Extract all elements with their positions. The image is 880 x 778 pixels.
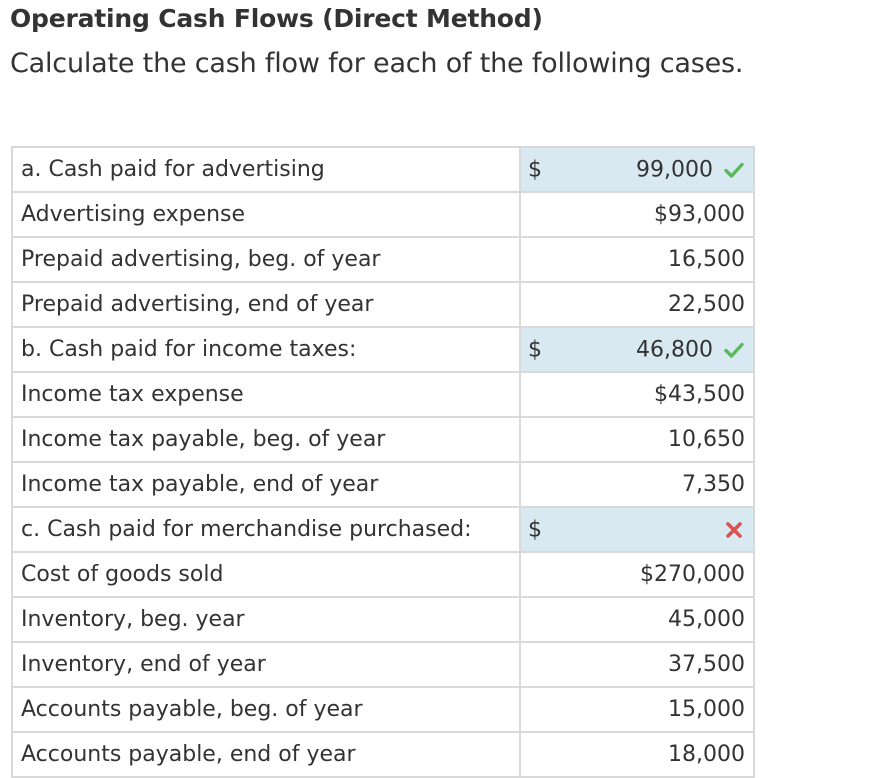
- answer-value[interactable]: 46,800: [636, 337, 713, 362]
- row-label: Advertising expense: [11, 191, 521, 238]
- answer-row: a. Cash paid for advertising $99,000: [11, 146, 755, 193]
- table-row: Accounts payable, end of year 18,000: [11, 731, 755, 778]
- page-title: Operating Cash Flows (Direct Method): [10, 4, 543, 33]
- row-label: Income tax payable, end of year: [11, 461, 521, 508]
- row-value: 10,650: [519, 416, 755, 463]
- row-value: 7,350: [519, 461, 755, 508]
- row-value: 18,000: [519, 731, 755, 778]
- answer-row: c. Cash paid for merchandise purchased: $: [11, 506, 755, 553]
- row-value: 45,000: [519, 596, 755, 643]
- row-label: a. Cash paid for advertising: [11, 146, 521, 193]
- table-row: Cost of goods sold $270,000: [11, 551, 755, 598]
- row-value: 16,500: [519, 236, 755, 283]
- currency-symbol: $: [528, 517, 542, 542]
- row-label: c. Cash paid for merchandise purchased:: [11, 506, 521, 553]
- cross-icon: [726, 521, 742, 538]
- row-value: $270,000: [519, 551, 755, 598]
- currency-symbol: $: [528, 157, 542, 182]
- page-subtitle: Calculate the cash flow for each of the …: [10, 48, 744, 79]
- row-label: Inventory, beg. year: [11, 596, 521, 643]
- answer-input[interactable]: $: [519, 506, 755, 553]
- answer-input[interactable]: $99,000: [519, 146, 755, 193]
- row-label: Prepaid advertising, beg. of year: [11, 236, 521, 283]
- table-row: Income tax expense $43,500: [11, 371, 755, 418]
- row-label: Accounts payable, end of year: [11, 731, 521, 778]
- table-row: Advertising expense $93,000: [11, 191, 755, 238]
- table-row: Inventory, end of year 37,500: [11, 641, 755, 688]
- row-label: Accounts payable, beg. of year: [11, 686, 521, 733]
- answer-value[interactable]: 99,000: [636, 157, 713, 182]
- row-label: Inventory, end of year: [11, 641, 521, 688]
- row-label: Cost of goods sold: [11, 551, 521, 598]
- row-value: $93,000: [519, 191, 755, 238]
- check-icon: [724, 162, 744, 178]
- answer-input[interactable]: $46,800: [519, 326, 755, 373]
- table-row: Prepaid advertising, end of year 22,500: [11, 281, 755, 328]
- row-label: Income tax payable, beg. of year: [11, 416, 521, 463]
- table-row: Prepaid advertising, beg. of year 16,500: [11, 236, 755, 283]
- cash-flow-table: a. Cash paid for advertising $99,000 Adver…: [11, 146, 755, 778]
- table-row: Income tax payable, beg. of year 10,650: [11, 416, 755, 463]
- row-label: Prepaid advertising, end of year: [11, 281, 521, 328]
- table-row: Income tax payable, end of year 7,350: [11, 461, 755, 508]
- row-value: 15,000: [519, 686, 755, 733]
- row-label: b. Cash paid for income taxes:: [11, 326, 521, 373]
- row-value: $43,500: [519, 371, 755, 418]
- table-row: Accounts payable, beg. of year 15,000: [11, 686, 755, 733]
- row-label: Income tax expense: [11, 371, 521, 418]
- row-value: 22,500: [519, 281, 755, 328]
- check-icon: [724, 342, 744, 358]
- table-row: Inventory, beg. year 45,000: [11, 596, 755, 643]
- row-value: 37,500: [519, 641, 755, 688]
- currency-symbol: $: [528, 337, 542, 362]
- answer-row: b. Cash paid for income taxes: $46,800: [11, 326, 755, 373]
